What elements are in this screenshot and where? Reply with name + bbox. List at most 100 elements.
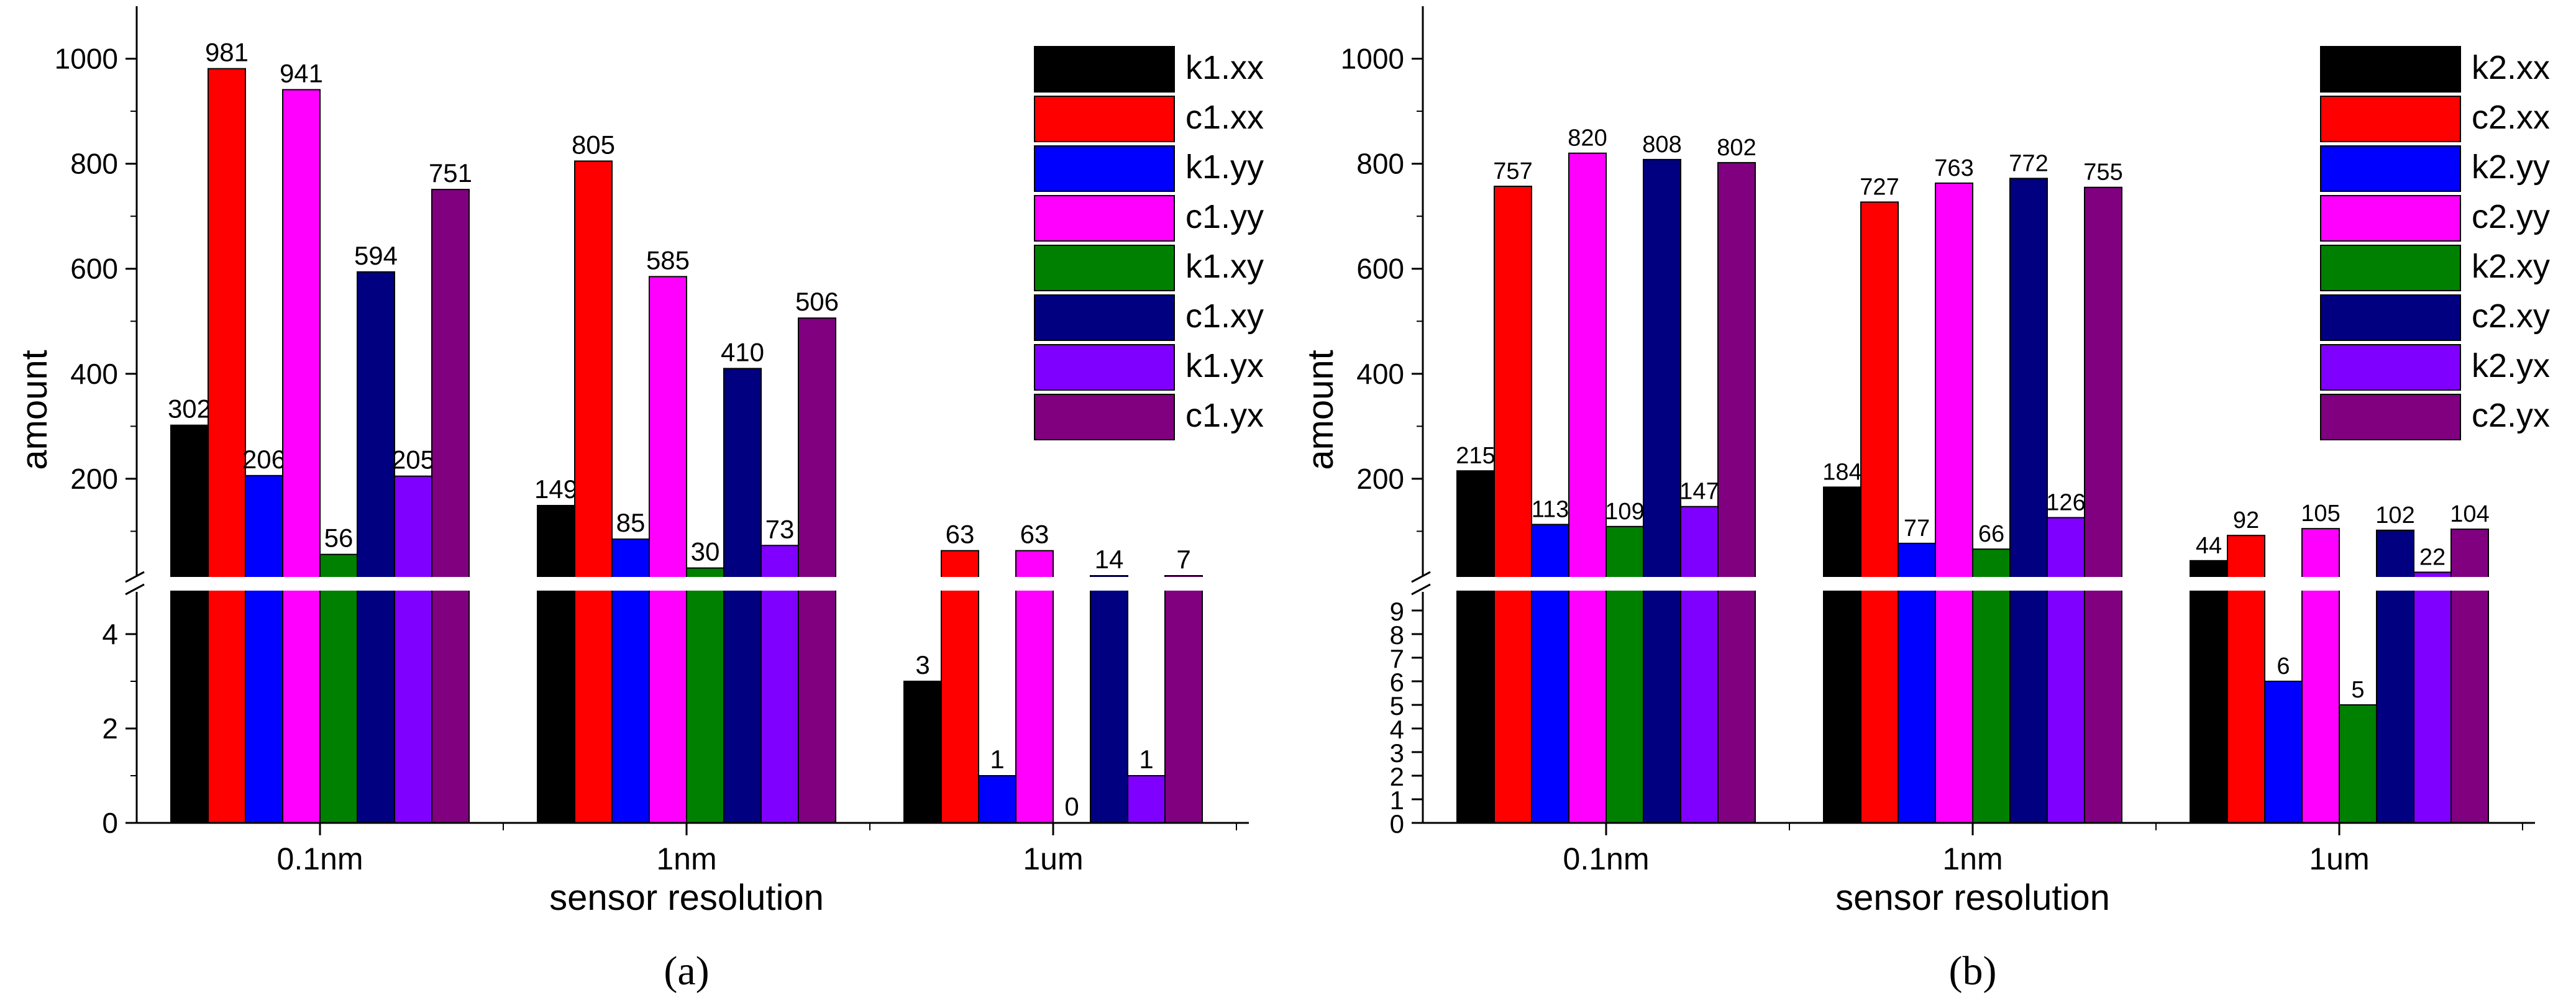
y-tick-label-lower-4: 4 — [102, 618, 118, 650]
data-label-c2.yx-0.1nm: 802 — [1717, 135, 1756, 161]
data-label-k1.yy-1nm: 85 — [616, 508, 646, 537]
axis-break-mark-top — [125, 571, 145, 583]
y-tick-label-upper-400: 400 — [70, 358, 118, 390]
legend-swatch-k2.yy — [2320, 145, 2461, 192]
data-label-c2.xx-1nm: 727 — [1860, 174, 1899, 200]
legend-swatch-k2.yx — [2320, 344, 2461, 391]
y-tick-label-lower-2: 2 — [102, 712, 118, 745]
panel-label: (a) — [664, 948, 709, 994]
bar-k2.xx-1um — [2190, 560, 2228, 824]
y-axis-title: amount — [14, 350, 55, 470]
y-tick-label-lower-7: 7 — [1390, 644, 1404, 673]
data-label-k2.xx-0.1nm: 215 — [1456, 443, 1495, 469]
data-label-k1.yy-0.1nm: 206 — [242, 445, 286, 474]
bar-c2.xy-0.1nm — [1643, 158, 1681, 824]
data-label-k1.yx-1um: 1 — [1139, 745, 1153, 774]
y-tick-label-lower-4: 4 — [1390, 715, 1404, 744]
bar-c2.yy-1um — [2301, 528, 2340, 824]
legend-label-c2.xx: c2.xx — [2472, 99, 2550, 136]
bar-k1.xy-1nm — [686, 567, 724, 824]
y-tick-label-upper-400: 400 — [1356, 358, 1404, 390]
y-tick-label-upper-600: 600 — [70, 253, 118, 285]
data-label-c2.yy-1nm: 763 — [1934, 155, 1973, 181]
y-tick-label-upper-1000: 1000 — [1341, 43, 1404, 75]
data-label-c2.xx-0.1nm: 757 — [1493, 158, 1532, 184]
data-label-c2.yy-1um: 105 — [2301, 501, 2340, 527]
legend-swatch-k1.xy — [1034, 245, 1175, 291]
legend-swatch-k1.yx — [1034, 344, 1175, 391]
bar-c1.yx-1nm — [798, 317, 836, 824]
bar-k1.yy-0.1nm — [245, 474, 283, 824]
data-label-c1.xx-0.1nm: 981 — [205, 38, 249, 67]
data-label-c1.xy-1um: 14 — [1095, 545, 1124, 574]
data-label-k2.yy-1um: 6 — [2277, 653, 2290, 679]
bar-k1.yy-1um — [978, 775, 1016, 824]
x-tick-label-1um: 1um — [1023, 842, 1083, 876]
data-label-k1.xy-0.1nm: 56 — [324, 524, 354, 553]
data-label-k2.xy-1um: 5 — [2351, 677, 2364, 703]
data-label-k2.xx-1um: 44 — [2196, 533, 2222, 559]
data-label-k1.yy-1um: 1 — [990, 745, 1004, 774]
data-label-k1.xx-0.1nm: 302 — [168, 394, 211, 424]
bar-c1.yy-1um — [1015, 550, 1054, 824]
data-label-k1.xx-1nm: 149 — [534, 474, 578, 504]
bar-k2.yy-1um — [2264, 681, 2303, 824]
y-tick-label-upper-200: 200 — [70, 463, 118, 495]
legend-swatch-k1.xx — [1034, 46, 1175, 93]
y-tick-label-upper-1000: 1000 — [55, 43, 118, 75]
legend-swatch-c1.xx — [1034, 96, 1175, 142]
legend-label-c1.xy: c1.xy — [1185, 297, 1264, 335]
data-label-k2.yx-1nm: 126 — [2046, 490, 2085, 516]
y-tick-label-lower-6: 6 — [1390, 668, 1404, 697]
axis-break-mark-top — [1411, 571, 1431, 583]
data-label-k2.xx-1nm: 184 — [1822, 459, 1861, 485]
y-tick-label-lower-2: 2 — [1390, 762, 1404, 791]
bar-c2.yx-0.1nm — [1717, 161, 1756, 824]
bar-k1.yx-1um — [1127, 775, 1166, 824]
bar-c2.xy-1um — [2376, 529, 2414, 824]
bar-c1.yy-1nm — [649, 276, 687, 824]
axis-break-gap — [1398, 577, 2541, 591]
data-label-c1.yx-0.1nm: 751 — [429, 158, 472, 188]
data-label-k1.yx-0.1nm: 205 — [391, 445, 435, 474]
legend-label-k2.xy: k2.xy — [2472, 248, 2550, 285]
y-axis-title: amount — [1300, 350, 1341, 470]
y-tick-label-lower-1: 1 — [1390, 786, 1404, 815]
legend-swatch-c1.yy — [1034, 195, 1175, 242]
bar-k1.xx-1nm — [537, 505, 575, 824]
data-label-k1.xx-1um: 3 — [915, 650, 929, 679]
chart-panel-b: 2157571138201098081478021847277776366772… — [1300, 6, 2550, 994]
data-label-k2.yy-1nm: 77 — [1904, 515, 1930, 542]
bar-c2.xx-1nm — [1860, 201, 1899, 824]
data-label-c2.yx-1um: 104 — [2450, 501, 2489, 527]
data-label-c1.yy-1nm: 585 — [646, 245, 690, 275]
legend-swatch-c2.xx — [2320, 96, 2461, 142]
legend-label-k2.xx: k2.xx — [2472, 49, 2550, 86]
legend-label-c2.yy: c2.yy — [2472, 198, 2550, 235]
chart-panel-a: 3029812069415659420575114980585585304107… — [14, 6, 1264, 994]
bar-k2.xx-0.1nm — [1456, 470, 1495, 824]
bar-k2.xy-1nm — [1972, 548, 2011, 824]
legend-swatch-c1.xy — [1034, 294, 1175, 341]
legend-swatch-c2.yx — [2320, 394, 2461, 440]
bar-c2.yx-1nm — [2084, 186, 2122, 824]
x-tick-label-1nm: 1nm — [1942, 842, 2003, 876]
bar-k2.yx-0.1nm — [1680, 506, 1719, 824]
data-label-k2.yx-0.1nm: 147 — [1679, 479, 1719, 505]
data-label-c2.xy-1nm: 772 — [2009, 150, 2048, 176]
bar-k2.xx-1nm — [1823, 486, 1861, 824]
y-tick-label-lower-9: 9 — [1390, 597, 1404, 626]
bar-c2.xx-0.1nm — [1494, 186, 1532, 824]
legend-label-c1.yy: c1.yy — [1185, 198, 1264, 235]
data-label-k2.xy-1nm: 66 — [1978, 521, 2004, 547]
y-tick-label-lower-8: 8 — [1390, 620, 1404, 650]
bar-c1.yx-1um — [1164, 575, 1203, 824]
x-tick-label-0.1nm: 0.1nm — [1563, 842, 1650, 876]
bar-c1.xy-0.1nm — [357, 271, 395, 824]
legend-swatch-c2.yy — [2320, 195, 2461, 242]
panel-label: (b) — [1949, 948, 1997, 994]
legend-label-c1.yx: c1.yx — [1185, 397, 1264, 434]
y-tick-label-upper-200: 200 — [1356, 463, 1404, 495]
x-tick-label-1um: 1um — [2309, 842, 2369, 876]
